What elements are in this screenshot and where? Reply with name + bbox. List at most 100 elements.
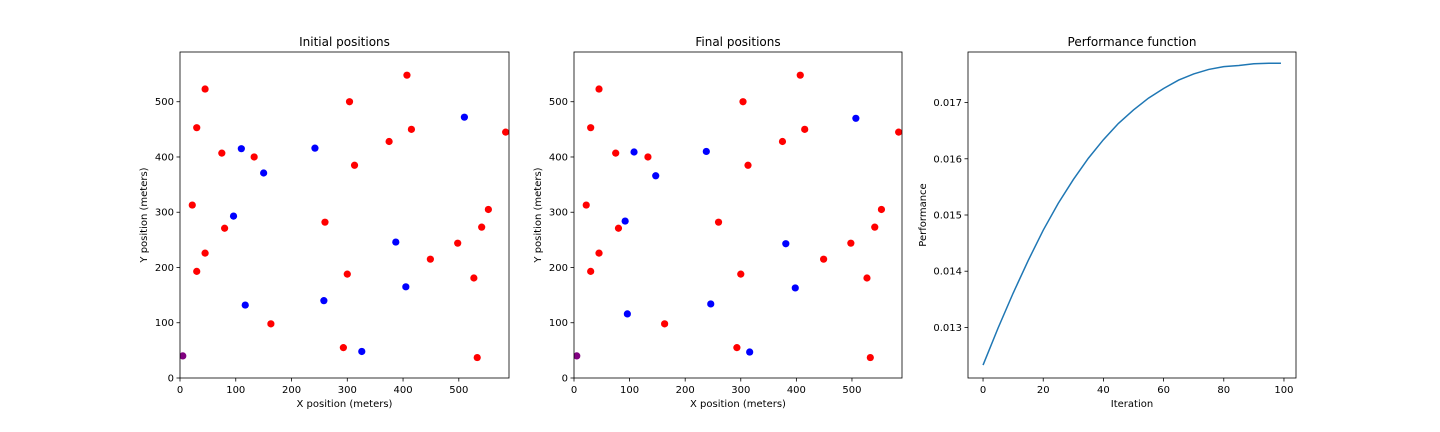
series-line — [982, 62, 1281, 366]
data-point — [737, 270, 745, 278]
data-point — [229, 212, 238, 220]
data-point — [241, 301, 249, 309]
chart-title: Performance function — [1068, 35, 1197, 49]
data-point — [350, 161, 359, 169]
data-point — [339, 344, 347, 352]
x-tick-label: 100 — [226, 385, 245, 396]
data-point — [502, 128, 509, 136]
data-point — [188, 201, 196, 209]
data-point — [852, 114, 860, 122]
data-point — [402, 283, 410, 291]
data-point — [343, 270, 351, 278]
data-point — [877, 205, 886, 214]
data-point — [260, 169, 268, 177]
y-tick-label: 0.013 — [933, 323, 962, 334]
x-tick-label: 300 — [338, 385, 357, 396]
data-point — [847, 239, 855, 247]
data-point — [820, 255, 828, 263]
data-point — [470, 274, 478, 282]
y-tick-label: 0 — [168, 374, 174, 385]
y-tick-label: 0.017 — [933, 98, 962, 109]
data-point — [652, 172, 660, 180]
y-tick-label: 500 — [155, 97, 174, 108]
data-point — [746, 348, 754, 356]
data-point — [733, 344, 741, 352]
plot-frame — [179, 51, 510, 379]
data-point — [218, 149, 226, 157]
y-tick-label: 400 — [549, 152, 568, 163]
data-point — [407, 125, 416, 133]
x-tick-label: 60 — [1157, 385, 1170, 396]
x-tick-label: 40 — [1097, 385, 1110, 396]
data-point — [321, 218, 329, 226]
data-point — [385, 137, 393, 146]
y-axis-label: Y position (meters) — [533, 167, 544, 263]
y-tick-label: 200 — [549, 263, 568, 274]
x-tick-label: 400 — [394, 385, 413, 396]
y-tick-label: 500 — [549, 97, 568, 108]
data-point — [587, 267, 595, 275]
plot-frame — [573, 51, 903, 379]
y-axis-label: Performance — [918, 183, 929, 246]
chart-3: Performance function 0 20 40 60 80 100 0.013 0.0… — [918, 35, 1297, 410]
data-point — [267, 320, 275, 328]
chart-2: Final positions 0 100 200 300 400 500 0 100 200 30… — [533, 35, 903, 410]
data-point — [791, 284, 799, 292]
data-point — [796, 71, 804, 79]
data-point — [392, 238, 400, 246]
data-point — [630, 148, 638, 156]
data-point — [484, 205, 492, 214]
data-point — [460, 113, 468, 121]
x-tick-label: 200 — [676, 385, 695, 396]
data-point — [707, 300, 715, 308]
data-point — [614, 224, 623, 232]
data-point — [454, 239, 462, 247]
y-tick-label: 400 — [155, 152, 174, 163]
plot-frame — [967, 51, 1297, 379]
x-tick-label: 200 — [282, 385, 301, 396]
chart-title: Initial positions — [299, 35, 390, 49]
x-tick-label: 100 — [1274, 385, 1293, 396]
data-point — [473, 353, 481, 362]
data-point — [574, 352, 581, 360]
y-tick-label: 200 — [155, 263, 174, 274]
data-point — [478, 223, 486, 231]
y-tick-label: 0.015 — [933, 211, 962, 222]
data-point — [621, 217, 629, 225]
x-axis-label: Iteration — [1111, 399, 1153, 410]
chart-title: Final positions — [695, 35, 780, 49]
data-point — [595, 249, 603, 257]
data-point — [863, 274, 871, 282]
plot-area — [574, 71, 902, 362]
data-point — [644, 153, 652, 161]
data-point — [661, 320, 669, 328]
x-tick-label: 0 — [980, 385, 986, 396]
data-point — [426, 255, 434, 263]
data-point — [221, 224, 229, 232]
data-point — [895, 128, 902, 136]
plot-area — [180, 71, 509, 362]
data-point — [582, 201, 590, 209]
x-tick-label: 500 — [842, 385, 861, 396]
data-point — [345, 98, 354, 106]
data-point — [595, 85, 603, 93]
data-point — [320, 297, 328, 305]
x-tick-label: 100 — [620, 385, 639, 396]
data-point — [587, 124, 595, 132]
data-point — [403, 71, 411, 79]
data-point — [871, 223, 879, 231]
data-point — [744, 161, 752, 169]
data-point — [702, 147, 710, 156]
x-tick-label: 20 — [1037, 385, 1050, 396]
x-tick-label: 80 — [1217, 385, 1230, 396]
x-tick-label: 300 — [731, 385, 750, 396]
data-point — [778, 137, 787, 146]
y-tick-label: 0.016 — [933, 154, 962, 165]
data-point — [866, 353, 874, 362]
y-axis-label: Y position (meters) — [139, 167, 150, 263]
data-point — [250, 153, 258, 161]
x-axis-label: X position (meters) — [690, 399, 786, 410]
chart-1: Initial positions 0 100 200 300 400 500 0 100 200… — [139, 35, 510, 410]
x-tick-label: 0 — [177, 385, 183, 396]
